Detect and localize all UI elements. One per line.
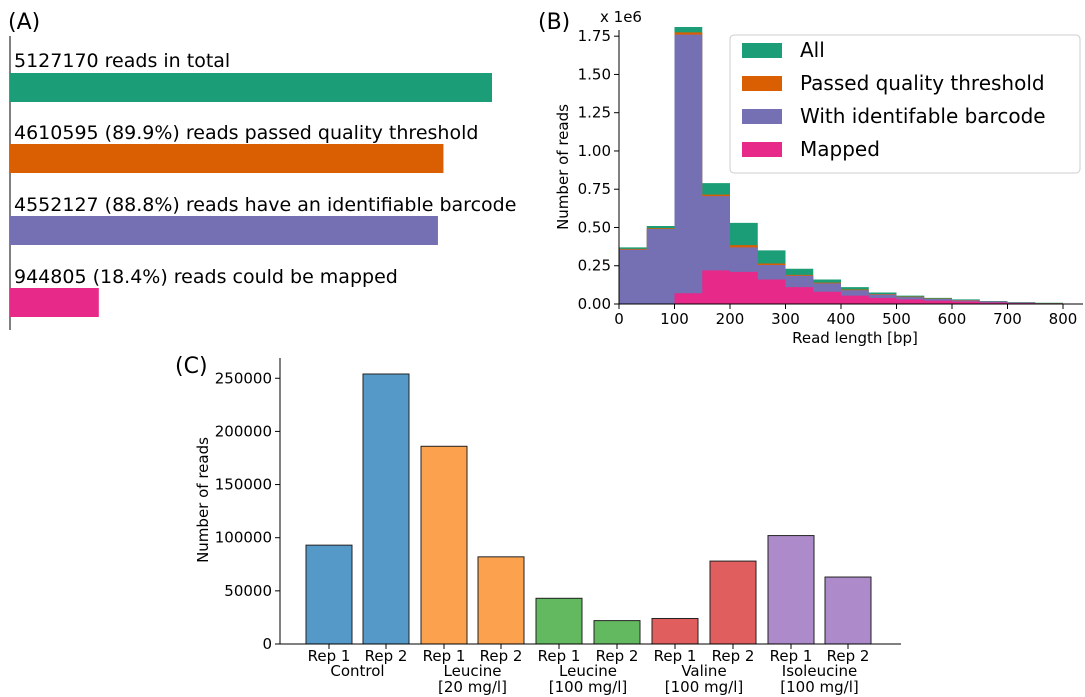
panel-c-label: (C) <box>175 354 208 379</box>
y-tick-label: 0.50 <box>578 218 611 236</box>
panel-b-y-axis-title: Number of reads <box>554 104 572 230</box>
condition-label: Valine <box>681 662 726 680</box>
x-tick-label: 800 <box>1049 310 1078 328</box>
sample-bar <box>362 373 410 645</box>
condition-label: Control <box>330 662 384 680</box>
funnel-bar <box>10 216 438 245</box>
legend-entry-label: All <box>800 38 825 62</box>
legend-entry-label: Passed quality threshold <box>800 71 1045 95</box>
funnel-bar-label: 944805 (18.4%) reads could be mapped <box>14 266 398 288</box>
y-tick-label: 100000 <box>215 529 272 547</box>
condition-label: Leucine <box>444 662 502 680</box>
replicate-label: Rep 1 <box>423 647 466 665</box>
funnel-bar-label: 4552127 (88.8%) reads have an identifiab… <box>14 194 516 216</box>
y-tick-label: 0.75 <box>578 180 611 198</box>
replicate-label: Rep 2 <box>827 647 870 665</box>
funnel-bar-label: 4610595 (89.9%) reads passed quality thr… <box>14 122 478 144</box>
y-tick-label: 50000 <box>224 582 272 600</box>
sample-bar <box>535 597 583 645</box>
panel-a-label: (A) <box>8 10 40 35</box>
panel-c-y-axis-title: Number of reads <box>194 437 212 563</box>
condition-label: Leucine <box>559 662 617 680</box>
concentration-label: [100 mg/l] <box>549 678 627 696</box>
replicate-label: Rep 1 <box>654 647 697 665</box>
replicate-label: Rep 2 <box>480 647 523 665</box>
panel-b: (B) x 1e6 0 100 200 300 400 500 600 700 800 0.00… <box>538 8 1083 347</box>
funnel-bar <box>10 144 444 173</box>
legend-swatch <box>742 142 782 157</box>
legend-swatch <box>742 109 782 124</box>
y-tick-label: 1.00 <box>578 142 611 160</box>
y-tick-label: 0 <box>262 635 272 653</box>
y-tick-label: 250000 <box>215 369 272 387</box>
y-tick-label: 150000 <box>215 476 272 494</box>
panel-a: (A) 5127170 reads in total 4610595 (89.9%… <box>8 10 516 330</box>
concentration-label: [100 mg/l] <box>780 678 858 696</box>
replicate-label: Rep 2 <box>365 647 408 665</box>
panel-b-offset-label: x 1e6 <box>600 8 642 26</box>
histogram-series <box>619 27 1063 305</box>
sample-bar <box>305 544 353 645</box>
legend-frame <box>729 34 1081 174</box>
panel-b-legend: All Passed quality threshold With identifa… <box>729 34 1081 174</box>
y-tick-label: 1.50 <box>578 65 611 83</box>
sample-bar <box>767 535 815 645</box>
funnel-bar <box>10 288 99 317</box>
x-tick-label: 500 <box>882 310 911 328</box>
panel-b-x-ticks: 0 100 200 300 400 500 600 700 800 <box>614 304 1077 328</box>
funnel-labels: 5127170 reads in total 4610595 (89.9%) re… <box>14 50 516 288</box>
sample-bar <box>651 617 699 645</box>
funnel-bar-label: 5127170 reads in total <box>14 50 230 72</box>
replicate-label: Rep 2 <box>712 647 755 665</box>
sample-bar <box>593 620 641 645</box>
x-tick-label: 0 <box>614 310 624 328</box>
replicate-label: Rep 1 <box>308 647 351 665</box>
sample-bar <box>824 576 872 645</box>
concentration-label: [100 mg/l] <box>665 678 743 696</box>
replicate-label: Rep 2 <box>596 647 639 665</box>
y-tick-label: 0.25 <box>578 257 611 275</box>
replicate-label: Rep 1 <box>538 647 581 665</box>
y-tick-label: 200000 <box>215 422 272 440</box>
funnel-bars <box>10 73 492 317</box>
legend-swatch <box>742 76 782 91</box>
panel-c-bars <box>305 373 872 645</box>
panel-b-y-ticks: 0.00 0.25 0.50 0.75 1.00 1.25 1.50 1.75 <box>578 27 619 313</box>
condition-label: Isoleucine <box>782 662 857 680</box>
panel-b-x-axis-title: Read length [bp] <box>792 329 918 347</box>
y-tick-label: 1.75 <box>578 27 611 45</box>
legend-entry-label: With identifable barcode <box>800 104 1046 128</box>
x-tick-label: 600 <box>938 310 967 328</box>
sample-bar <box>709 560 757 645</box>
sample-bar <box>420 445 468 645</box>
panel-c: (C) 0 50000 100000 150000 200000 250000 Rep 1… <box>175 354 901 696</box>
x-tick-label: 100 <box>660 310 689 328</box>
sample-bar <box>477 556 525 645</box>
x-tick-label: 700 <box>993 310 1022 328</box>
legend-swatch <box>742 43 782 58</box>
panel-b-label: (B) <box>538 10 570 35</box>
histogram-series-area <box>619 34 1063 305</box>
funnel-bar <box>10 73 492 102</box>
x-tick-label: 200 <box>716 310 745 328</box>
x-tick-label: 400 <box>827 310 856 328</box>
histogram-series-area <box>619 270 1063 304</box>
replicate-label: Rep 1 <box>770 647 813 665</box>
panel-c-group-labels: Control Leucine[20 mg/l]Leucine[100 mg/l]… <box>330 662 858 696</box>
y-tick-label: 0.00 <box>578 295 611 313</box>
legend-entry-label: Mapped <box>800 137 880 161</box>
y-tick-label: 1.25 <box>578 104 611 122</box>
concentration-label: [20 mg/l] <box>438 678 507 696</box>
panel-c-y-ticks: 0 50000 100000 150000 200000 250000 <box>215 369 280 653</box>
x-tick-label: 300 <box>771 310 800 328</box>
panel-c-x-ticks: Rep 1 Rep 2 Rep 1 Rep 2 Rep 1 Rep 2 Rep 1 Rep 2… <box>308 644 870 665</box>
